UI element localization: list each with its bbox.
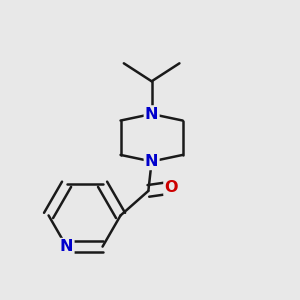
Text: N: N (145, 106, 158, 122)
Text: O: O (164, 180, 178, 195)
Text: N: N (60, 239, 73, 254)
Text: N: N (145, 154, 158, 169)
